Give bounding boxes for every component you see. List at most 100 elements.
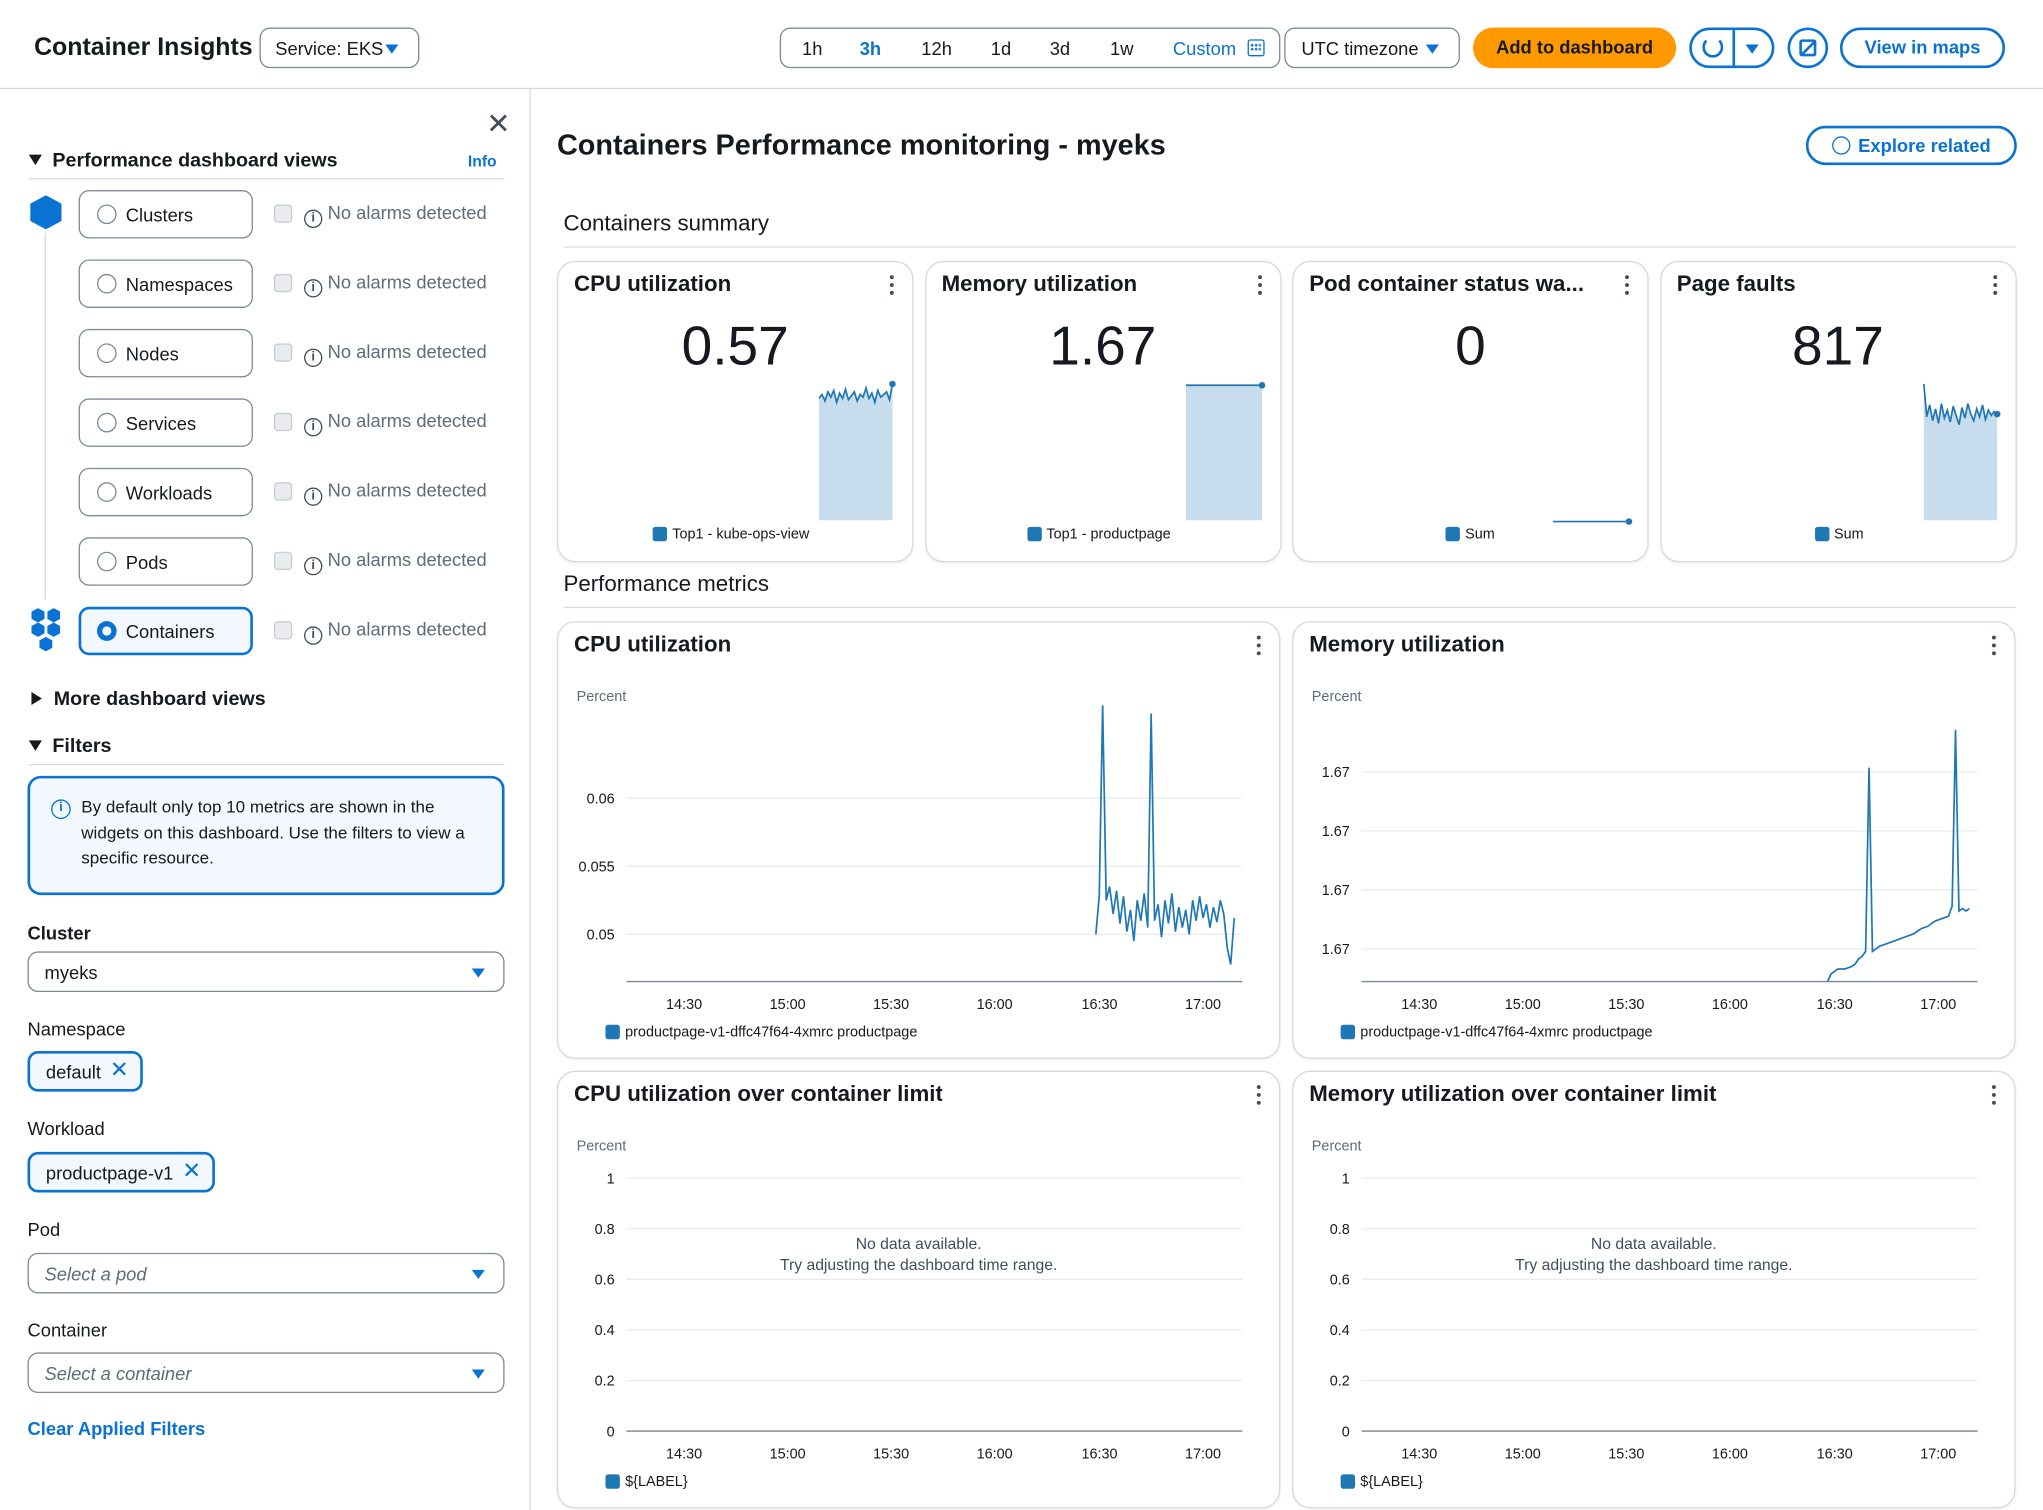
sparkline-chart <box>1185 382 1265 521</box>
alarm-checkbox[interactable] <box>273 482 293 501</box>
alarm-checkbox[interactable] <box>273 204 293 223</box>
explore-related-button[interactable]: Explore related <box>1805 125 2017 166</box>
sparkline-chart <box>1922 383 2000 521</box>
filters-toggle[interactable]: Filters <box>28 735 111 757</box>
close-icon[interactable]: ✕ <box>486 107 511 141</box>
line-chart: 0.06 0.055 0.05 14:30 15:00 15:30 16:00 16:30 17… <box>579 705 1243 1013</box>
time-option-1h[interactable]: 1h <box>802 38 823 59</box>
alarm-checkbox[interactable] <box>273 343 293 362</box>
more-options-icon[interactable] <box>889 275 895 296</box>
more-views-label: More dashboard views <box>53 688 266 711</box>
alarm-status-text: No alarms detected <box>327 340 487 362</box>
workload-label: Workload <box>27 1117 105 1139</box>
view-option-nodes[interactable]: Nodes <box>78 328 253 378</box>
refresh-icon[interactable] <box>1702 36 1724 58</box>
chart-legend: Sum <box>1445 526 1495 543</box>
info-link[interactable]: Info <box>467 152 497 171</box>
time-option-12h[interactable]: 12h <box>921 38 952 59</box>
info-icon: i <box>304 209 323 229</box>
series-line <box>1094 705 1236 965</box>
alarm-checkbox[interactable] <box>273 621 293 640</box>
time-option-3h[interactable]: 3h <box>859 38 882 59</box>
caret-down-icon <box>471 1269 485 1280</box>
time-option-custom[interactable]: Custom <box>1172 38 1237 59</box>
section-divider <box>28 178 505 180</box>
more-options-icon[interactable] <box>1257 275 1262 296</box>
containers-hexagon-icon <box>30 608 61 653</box>
alarm-status: i No alarms detected <box>304 549 487 576</box>
cluster-label: Cluster <box>27 922 91 944</box>
line-chart: 1 0.8 0.6 0.4 0.2 0 14:30 15:00 15:30 16:00 16:30 1… <box>595 1171 1243 1463</box>
no-data-message: No data available. Try adjusting the dash… <box>1293 1233 2014 1275</box>
timezone-select[interactable]: UTC timezone <box>1284 27 1460 69</box>
y-tick-label: 0 <box>1342 1424 1350 1440</box>
namespace-token: default ✕ <box>27 1051 143 1092</box>
more-options-icon[interactable] <box>1991 635 1997 657</box>
radio-icon <box>96 482 117 502</box>
view-option-pods[interactable]: Pods <box>78 537 253 586</box>
x-tick-label: 17:00 <box>1185 997 1221 1013</box>
view-option-containers[interactable]: Containers <box>78 606 253 656</box>
alarm-status-text: No alarms detected <box>327 271 487 293</box>
add-to-dashboard-button[interactable]: Add to dashboard <box>1473 27 1677 69</box>
alarm-checkbox[interactable] <box>273 551 293 571</box>
view-option-clusters[interactable]: Clusters <box>78 190 253 239</box>
more-options-icon[interactable] <box>1256 1085 1262 1106</box>
y-tick-label: 0.06 <box>587 791 615 807</box>
container-select[interactable]: Select a container <box>27 1352 505 1394</box>
remove-token-icon[interactable]: ✕ <box>109 1057 129 1083</box>
x-tick-label: 16:00 <box>977 1447 1013 1463</box>
summary-card-title: Pod container status wa... <box>1309 271 1585 297</box>
legend-swatch <box>1340 1024 1356 1040</box>
time-range-selector: 1h 3h 12h 1d 3d 1w Custom <box>779 27 1281 69</box>
alarm-checkbox[interactable] <box>273 412 293 432</box>
time-option-1d[interactable]: 1d <box>990 38 1012 59</box>
view-option-workloads[interactable]: Workloads <box>78 467 253 517</box>
sparkline-chart <box>818 380 896 521</box>
fullscreen-button[interactable] <box>1787 27 1829 69</box>
section-divider <box>563 606 2016 609</box>
remove-token-icon[interactable]: ✕ <box>182 1158 201 1184</box>
y-axis-unit: Percent <box>1311 689 1362 706</box>
section-divider <box>563 246 2016 248</box>
alarm-status-text: No alarms detected <box>327 479 487 501</box>
caret-down-icon <box>471 1369 485 1379</box>
cluster-select[interactable]: myeks <box>27 951 505 993</box>
y-tick-label: 0.8 <box>1330 1222 1350 1238</box>
service-select[interactable]: Service: EKS <box>259 27 420 69</box>
sparkline-point <box>1993 410 2000 418</box>
x-tick-label: 15:00 <box>1505 1447 1541 1463</box>
pod-select[interactable]: Select a pod <box>27 1252 505 1294</box>
calendar-icon[interactable] <box>1247 39 1265 57</box>
view-option-label: Services <box>125 412 197 434</box>
chart-legend: Top1 - productpage <box>1026 526 1171 543</box>
y-axis-unit: Percent <box>576 689 627 706</box>
y-tick-label: 0.05 <box>587 928 615 944</box>
view-option-namespaces[interactable]: Namespaces <box>78 259 253 308</box>
legend-label: Top1 - productpage <box>1046 526 1171 543</box>
explore-related-label: Explore related <box>1858 134 1991 156</box>
more-options-icon[interactable] <box>1625 275 1630 296</box>
alarm-checkbox[interactable] <box>273 273 293 293</box>
view-in-maps-button[interactable]: View in maps <box>1839 27 2006 69</box>
sparkline-area <box>1923 383 1997 521</box>
metric-chart-card: CPU utilization over container limit Perc… <box>556 1070 1281 1509</box>
perf-views-toggle[interactable]: Performance dashboard views <box>28 149 338 172</box>
caret-down-icon <box>28 154 42 166</box>
chart-title: CPU utilization over container limit <box>573 1081 943 1107</box>
chart-title: Memory utilization over container limit <box>1309 1081 1717 1107</box>
summary-card-value: 1.67 <box>1049 314 1157 377</box>
time-option-1w[interactable]: 1w <box>1109 38 1134 59</box>
more-views-toggle[interactable]: More dashboard views <box>29 688 266 710</box>
sparkline-chart <box>1552 518 1633 525</box>
more-options-icon[interactable] <box>1992 275 1998 296</box>
line-chart: 1 0.8 0.6 0.4 0.2 0 14:30 15:00 15:30 16:00 16:30 1… <box>1330 1171 1978 1463</box>
more-options-icon[interactable] <box>1256 635 1262 657</box>
view-option-services[interactable]: Services <box>78 398 253 447</box>
clear-filters-link[interactable]: Clear Applied Filters <box>27 1417 206 1439</box>
refresh-options-caret-icon[interactable] <box>1745 44 1759 54</box>
y-tick-label: 1.67 <box>1322 942 1350 958</box>
time-option-3d[interactable]: 3d <box>1049 38 1071 59</box>
x-tick-label: 15:30 <box>1608 997 1644 1013</box>
more-options-icon[interactable] <box>1991 1085 1997 1106</box>
